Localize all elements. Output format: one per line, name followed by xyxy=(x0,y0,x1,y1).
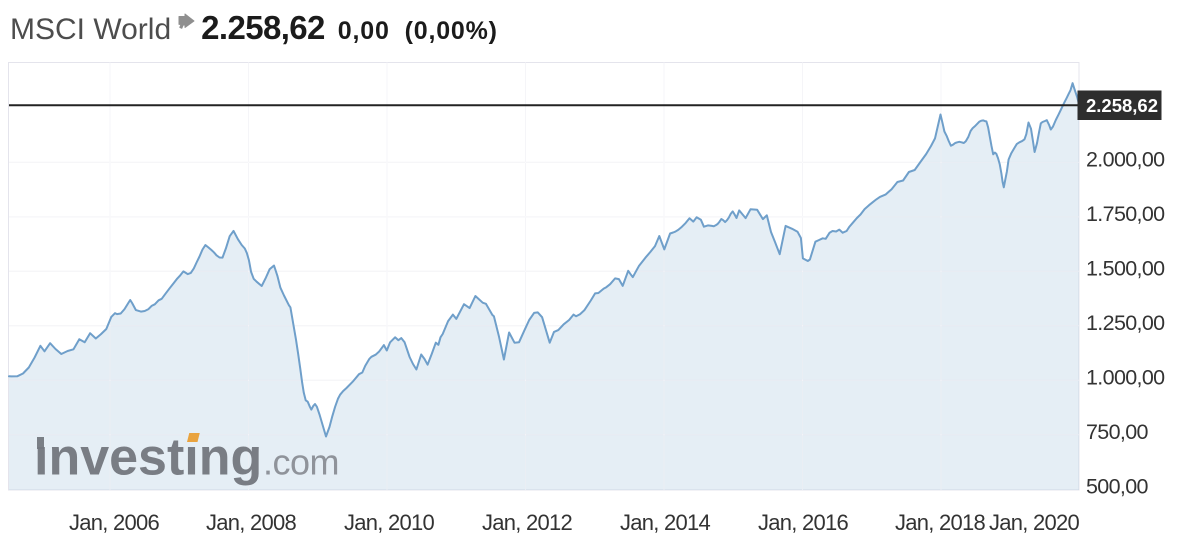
svg-text:Jan, 2010: Jan, 2010 xyxy=(344,510,434,535)
svg-text:Jan, 2006: Jan, 2006 xyxy=(69,510,159,535)
svg-text:2.000,00: 2.000,00 xyxy=(1086,148,1165,172)
svg-text:Jan, 2014: Jan, 2014 xyxy=(620,510,710,535)
svg-text:2.258,62: 2.258,62 xyxy=(1086,95,1158,116)
svg-text:1.250,00: 1.250,00 xyxy=(1086,311,1165,335)
svg-text:Jan, 2012: Jan, 2012 xyxy=(482,510,572,535)
svg-text:Jan, 2008: Jan, 2008 xyxy=(206,510,296,535)
svg-text:Jan, 2018: Jan, 2018 xyxy=(895,510,985,535)
svg-text:1.500,00: 1.500,00 xyxy=(1086,257,1165,281)
svg-text:Jan, 2016: Jan, 2016 xyxy=(758,510,848,535)
svg-text:500,00: 500,00 xyxy=(1086,475,1149,499)
svg-text:ınvestıng: ınvestıng xyxy=(34,429,262,487)
svg-text:.com: .com xyxy=(263,442,339,483)
svg-text:Jan, 2020: Jan, 2020 xyxy=(989,510,1079,535)
svg-text:1.750,00: 1.750,00 xyxy=(1086,202,1165,226)
svg-text:750,00: 750,00 xyxy=(1086,420,1149,444)
svg-text:1.000,00: 1.000,00 xyxy=(1086,366,1165,390)
